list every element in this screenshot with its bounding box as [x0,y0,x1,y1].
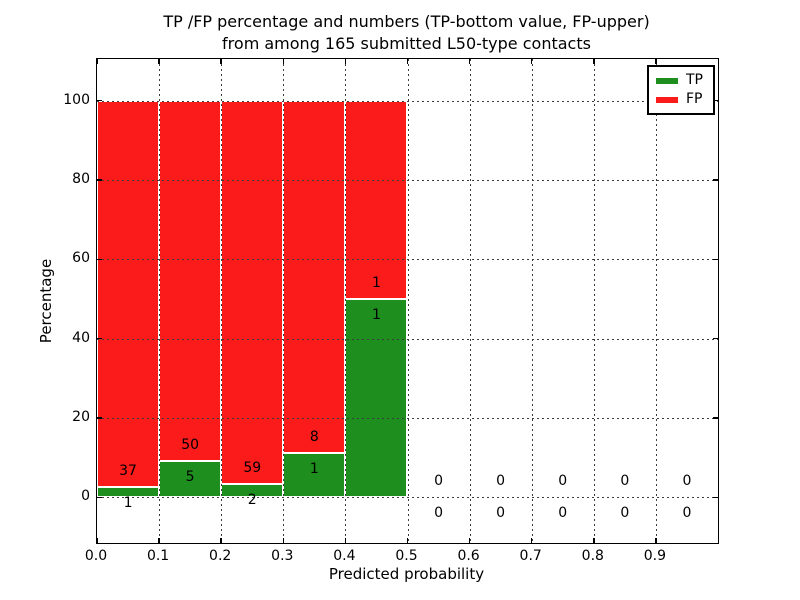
bar-segment-tp [345,299,408,498]
x-tick-label: 0.6 [457,548,480,564]
fp-count-label: 37 [119,462,137,479]
x-axis-tick [282,538,285,543]
x-tick-label: 0.7 [519,548,542,564]
y-axis-tick-right [713,258,718,261]
y-axis-tick-right [713,99,718,102]
x-axis-tick-top [593,59,595,64]
plot-area: TP FP 37 1 50 5 59 2 8 1 1 1 0 0 0 0 0 0 0 0 0 0 [96,58,719,544]
y-tick-label: 40 [72,329,90,346]
x-tick-label: 0.2 [209,548,232,564]
y-tick-label: 0 [81,488,90,505]
x-tick-label: 0.3 [271,548,294,564]
tp-count-label: 1 [123,494,133,511]
gridline-vertical [593,59,595,543]
x-axis-tick-top [406,59,409,64]
chart-title-line1: TP /FP percentage and numbers (TP-bottom… [163,12,650,31]
legend: TP FP [647,65,715,115]
x-tick-label: 0.0 [84,548,108,564]
legend-item: FP [656,90,713,109]
fp-count-label: 8 [309,429,319,446]
x-axis-tick-top [220,59,222,64]
y-axis-tick [97,258,102,261]
gridline-vertical [283,59,285,543]
x-tick-label: 0.5 [395,548,418,564]
x-axis-tick [655,538,657,543]
y-tick-label: 80 [72,171,90,187]
fp-count-label: 0 [558,473,568,490]
x-tick-label: 0.9 [643,548,667,564]
x-axis-tick-top [468,59,471,64]
gridline-vertical [221,59,223,543]
x-axis-tick [96,538,98,543]
x-axis-tick [344,538,347,543]
x-axis-tick [158,538,160,543]
x-axis-tick-top [344,59,347,64]
fp-count-label: 0 [620,473,630,490]
x-axis-tick-top [530,59,533,64]
x-axis-tick [530,538,533,543]
x-axis-tick [468,538,471,543]
y-axis-tick [97,417,102,419]
tp-count-label: 0 [620,505,630,522]
bar-segment-tp [283,453,346,498]
tp-count-label: 1 [371,307,381,324]
bar-segment-fp [283,100,346,454]
bar-segment-fp [159,100,222,462]
x-tick-label: 0.4 [333,548,356,564]
x-axis-tick [406,538,409,543]
y-axis-tick-right [713,417,718,419]
chart-title-line2: from among 165 submitted L50-type contac… [222,34,591,53]
x-axis-tick-top [655,59,657,64]
bar-segment-tp [97,486,160,498]
gridline-vertical [469,59,471,543]
tp-count-label: 1 [309,461,319,478]
tp-count-label: 0 [434,505,444,522]
x-axis-tick [220,538,222,543]
y-axis-tick [97,496,102,499]
gridline-vertical [407,59,409,543]
y-axis-tick-right [713,337,718,340]
gridline-vertical [531,59,533,543]
y-tick-label: 60 [72,250,90,267]
y-axis-tick [97,337,102,340]
tp-count-label: 5 [185,469,195,486]
x-axis-tick-top [96,59,98,64]
x-tick-label: 0.1 [146,548,170,564]
fp-count-label: 59 [243,460,262,477]
fp-swatch-icon [656,96,678,103]
x-axis-tick [593,538,595,543]
gridline-vertical [345,59,347,543]
y-axis-tick-right [713,496,718,499]
tp-count-label: 0 [496,505,506,522]
x-axis-label: Predicted probability [328,565,485,583]
tp-count-label: 2 [247,492,257,509]
fp-count-label: 1 [371,275,381,292]
y-axis-tick [97,179,102,181]
y-tick-label: 20 [72,409,90,426]
tp-count-label: 0 [682,505,692,522]
bar-segment-fp [221,100,284,485]
gridline-vertical [655,59,657,543]
x-axis-tick-top [282,59,285,64]
tp-count-label: 0 [558,505,568,522]
y-axis-tick [97,99,102,102]
y-axis-tick-right [713,179,718,181]
tp-swatch-icon [656,77,678,84]
legend-item-label: FP [686,91,703,107]
legend-item: TP [656,71,713,90]
fp-count-label: 0 [434,473,444,490]
x-axis-tick-top [158,59,160,64]
legend-item-label: TP [686,72,703,88]
fp-count-label: 50 [181,437,200,454]
bar-segment-fp [97,100,160,487]
y-tick-label: 100 [63,91,90,108]
bar-segment-tp [159,461,222,498]
fp-count-label: 0 [496,473,506,490]
chart-title: TP /FP percentage and numbers (TP-bottom… [96,11,717,55]
bar-segment-fp [345,100,408,299]
x-tick-label: 0.8 [581,548,604,564]
gridline-vertical [159,59,161,543]
fp-count-label: 0 [682,473,692,490]
